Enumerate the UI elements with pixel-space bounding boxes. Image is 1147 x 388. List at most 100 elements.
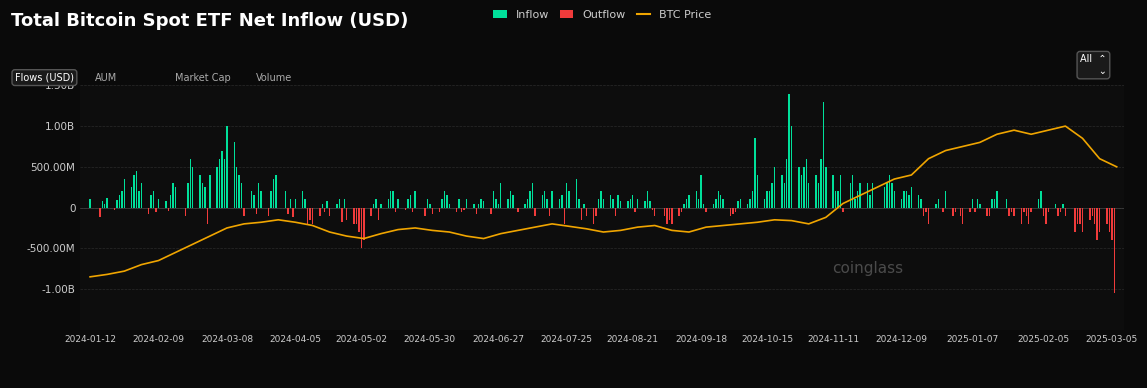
Bar (835, 191, 836, 208)
Bar (595, 208, 596, 216)
Bar (969, 208, 970, 212)
Bar (139, 191, 140, 208)
Bar (751, 191, 754, 208)
Bar (260, 191, 262, 208)
Bar (732, 208, 734, 214)
Bar (695, 191, 697, 208)
Bar (666, 208, 668, 224)
Bar (541, 196, 543, 208)
Bar (755, 139, 756, 208)
Bar (974, 208, 976, 212)
Bar (390, 191, 391, 208)
Bar (671, 208, 672, 224)
Bar (634, 208, 635, 212)
Bar (943, 208, 944, 212)
Bar (1038, 199, 1039, 208)
Bar (774, 167, 775, 208)
Bar (158, 199, 159, 208)
Text: Total Bitcoin Spot ETF Net Inflow (USD): Total Bitcoin Spot ETF Net Inflow (USD) (11, 12, 408, 29)
Bar (424, 208, 426, 216)
Bar (327, 201, 328, 208)
Bar (647, 191, 648, 208)
Bar (1092, 208, 1093, 216)
Bar (517, 208, 518, 212)
Bar (989, 208, 990, 216)
Bar (89, 199, 91, 208)
Bar (192, 167, 194, 208)
Bar (586, 208, 587, 216)
Bar (407, 199, 408, 208)
Bar (593, 208, 594, 224)
Bar (837, 191, 838, 208)
Bar (583, 203, 585, 208)
Bar (852, 175, 853, 208)
Bar (825, 167, 827, 208)
Bar (412, 208, 413, 212)
Bar (615, 208, 616, 216)
Text: All  ⌃
      ⌄: All ⌃ ⌄ (1080, 54, 1107, 76)
Bar (610, 196, 611, 208)
Bar (150, 196, 151, 208)
Bar (148, 208, 149, 214)
Bar (766, 191, 767, 208)
Bar (104, 203, 106, 208)
Bar (578, 199, 579, 208)
Bar (894, 191, 895, 208)
Bar (651, 208, 653, 210)
Bar (1058, 208, 1059, 216)
Bar (1106, 208, 1108, 224)
Bar (135, 171, 138, 208)
Bar (1064, 208, 1066, 216)
Bar (513, 196, 514, 208)
Bar (258, 183, 259, 208)
Bar (619, 201, 622, 208)
Bar (341, 208, 343, 222)
Bar (788, 94, 790, 208)
Bar (729, 208, 732, 216)
Bar (409, 196, 411, 208)
Bar (1008, 208, 1009, 216)
Bar (598, 199, 599, 208)
Bar (867, 183, 868, 208)
Bar (405, 208, 406, 210)
Bar (1094, 208, 1095, 224)
Bar (429, 203, 430, 208)
Bar (388, 199, 389, 208)
Bar (243, 208, 244, 216)
Bar (1114, 208, 1115, 293)
Bar (459, 199, 460, 208)
Bar (189, 159, 192, 208)
Bar (431, 208, 434, 214)
Bar (481, 199, 482, 208)
Bar (818, 183, 819, 208)
Bar (637, 199, 639, 208)
Bar (976, 199, 978, 208)
Bar (295, 199, 296, 208)
Bar (612, 199, 614, 208)
Bar (816, 175, 817, 208)
Bar (200, 175, 201, 208)
Bar (336, 203, 337, 208)
Bar (986, 208, 988, 216)
Bar (131, 187, 132, 208)
Bar (476, 208, 477, 214)
Bar (712, 203, 715, 208)
Bar (681, 208, 682, 212)
Bar (997, 191, 998, 208)
Bar (219, 159, 220, 208)
Bar (781, 175, 782, 208)
Bar (805, 159, 807, 208)
Bar (791, 126, 793, 208)
Bar (356, 208, 357, 224)
Bar (310, 208, 311, 220)
Bar (1011, 208, 1013, 212)
Bar (167, 208, 169, 211)
Bar (972, 199, 974, 208)
Bar (869, 196, 871, 208)
Bar (559, 199, 560, 208)
Bar (1075, 208, 1076, 232)
Bar (174, 187, 177, 208)
Bar (923, 208, 924, 216)
Bar (569, 191, 570, 208)
Bar (206, 208, 208, 224)
